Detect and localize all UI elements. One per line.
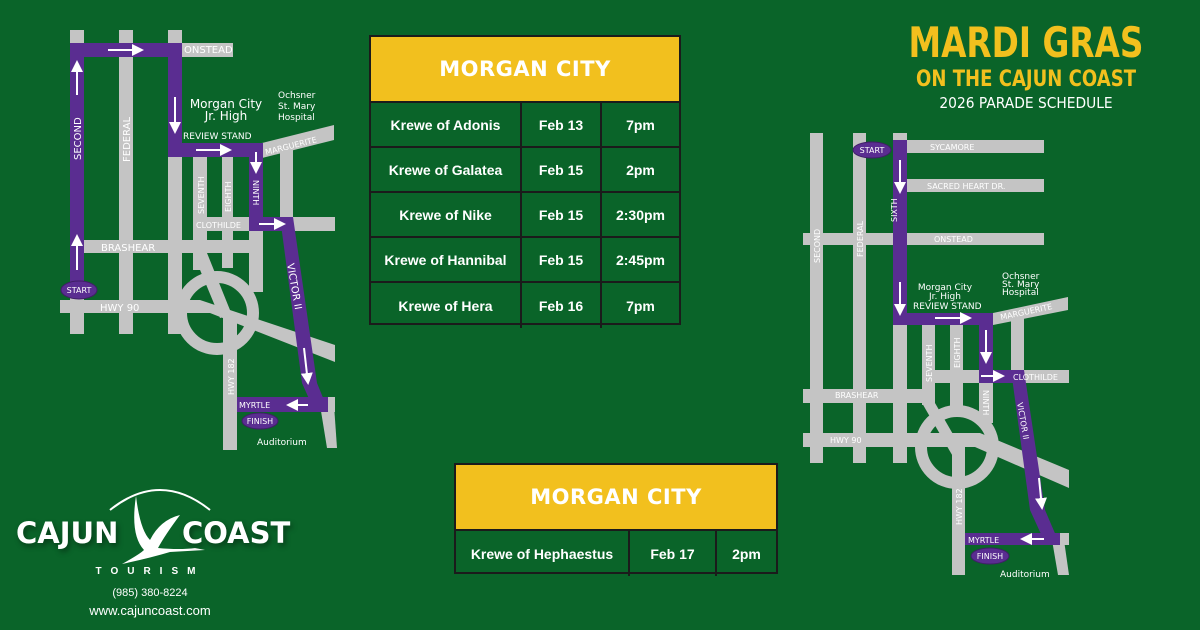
logo-tagline: TOURISM: [95, 566, 205, 577]
street-ninth: NINTH: [981, 390, 990, 415]
cell-krewe: Krewe of Hephaestus: [456, 531, 630, 576]
route-arrows: [894, 160, 1047, 545]
start-label: START: [67, 286, 92, 295]
table-body: Krewe of Adonis Feb 13 7pm Krewe of Galatea…: [371, 103, 679, 328]
street-seventh: SEVENTH: [197, 176, 206, 214]
heron-icon: [109, 489, 211, 564]
cell-krewe: Krewe of Hera: [371, 283, 522, 328]
cell-time: 2:30pm: [615, 206, 666, 223]
cell-date: Feb 16: [522, 283, 602, 328]
street-hwy182: HWY 182: [955, 488, 964, 525]
title-schedule: 2026 PARADE SCHEDULE: [939, 94, 1113, 112]
cell-date: Feb 13: [522, 103, 602, 146]
street-eighth: EIGHTH: [953, 337, 962, 368]
title-cajun-coast: ON THE CAJUN COAST: [915, 67, 1137, 92]
title-mardi-gras: MARDI GRAS: [908, 18, 1144, 67]
place-hospital-2: St. Mary: [1002, 280, 1040, 290]
parade-route: [893, 140, 1060, 545]
cell-time: 2pm: [732, 545, 761, 562]
table-row: Krewe of Galatea Feb 15 2pm: [371, 148, 679, 193]
place-hospital-3: Hospital: [278, 113, 315, 123]
finish-marker: [970, 547, 1010, 565]
street-myrtle: MYRTLE: [968, 536, 999, 545]
street-hwy90: HWY 90: [100, 303, 139, 314]
street-onstead: ONSTEAD: [184, 45, 233, 56]
street-marguerite: MARGUERITE: [1000, 302, 1054, 322]
table-body: Krewe of Hephaestus Feb 17 2pm: [456, 531, 776, 576]
review-stand: REVIEW STAND: [183, 132, 252, 142]
place-hospital: Ochsner: [1002, 272, 1040, 282]
table-row: Krewe of Nike Feb 15 2:30pm: [371, 193, 679, 238]
cell-time: 2pm: [626, 161, 655, 178]
cell-date: Feb 15: [522, 238, 602, 281]
street-ninth: NINTH: [251, 180, 260, 205]
schedule-table-2: MORGAN CITY Krewe of Hephaestus Feb 17 2pm: [454, 463, 778, 576]
cell-date: Feb 17: [630, 531, 717, 576]
cell-date: Feb 15: [522, 148, 602, 191]
street-sacred-heart: SACRED HEART DR.: [927, 182, 1005, 191]
street-second: SECOND: [813, 229, 822, 263]
cell-time: 7pm: [626, 297, 655, 314]
place-hospital-3: Hospital: [1002, 288, 1039, 298]
street-onstead: ONSTEAD: [934, 235, 973, 244]
street-second: SECOND: [73, 117, 84, 160]
cell-date: Feb 15: [522, 193, 602, 236]
start-marker: [60, 280, 98, 300]
logo-word-coast: COAST: [182, 516, 291, 550]
website-link[interactable]: www.cajuncoast.com: [89, 603, 211, 618]
start-marker: [852, 141, 892, 159]
cell-krewe: Krewe of Adonis: [371, 103, 522, 146]
table-row: Krewe of Hannibal Feb 15 2:45pm: [371, 238, 679, 283]
cell-krewe: Krewe of Galatea: [371, 148, 522, 191]
finish-label: FINISH: [247, 417, 273, 426]
finish-label: FINISH: [977, 552, 1003, 561]
table-row: Krewe of Hephaestus Feb 17 2pm: [456, 531, 776, 576]
street-eighth: EIGHTH: [224, 181, 233, 212]
street-brashear: BRASHEAR: [835, 391, 879, 400]
place-school-2: Jr. High: [204, 109, 248, 123]
table-heading: MORGAN CITY: [456, 465, 776, 531]
street-sycamore: SYCAMORE: [930, 143, 974, 152]
street-brashear: BRASHEAR: [101, 243, 155, 254]
cell-time: 7pm: [626, 116, 655, 133]
place-school: Morgan City: [190, 97, 262, 111]
street-seventh: SEVENTH: [925, 344, 934, 382]
place-hospital: Ochsner: [278, 91, 316, 101]
logo-word-cajun: CAJUN: [16, 516, 119, 550]
start-label: START: [860, 146, 885, 155]
street-clothilde: CLOTHILDE: [196, 221, 241, 230]
review-stand: REVIEW STAND: [913, 302, 982, 312]
place-auditorium: Auditorium: [1000, 570, 1050, 580]
schedule-table-1: MORGAN CITY Krewe of Adonis Feb 13 7pm Krew…: [369, 35, 681, 328]
place-school-2: Jr. High: [928, 292, 961, 302]
place-auditorium: Auditorium: [257, 438, 307, 448]
table-row: Krewe of Hera Feb 16 7pm: [371, 283, 679, 328]
phone-number: (985) 380-8224: [112, 587, 188, 599]
route-arrows: [71, 44, 313, 411]
street-myrtle: MYRTLE: [239, 401, 270, 410]
street-clothilde: CLOTHILDE: [1013, 373, 1058, 382]
street-sixth: SIXTH: [890, 198, 899, 222]
finish-marker: [241, 412, 279, 430]
cell-krewe: Krewe of Hannibal: [371, 238, 522, 281]
place-hospital-2: St. Mary: [278, 102, 316, 112]
map-left: ONSTEAD SECOND FEDERAL SEVENTH EIGHTH NI…: [60, 30, 337, 450]
street-federal: FEDERAL: [856, 220, 865, 257]
table-heading: MORGAN CITY: [371, 37, 679, 103]
cell-krewe: Krewe of Nike: [371, 193, 522, 236]
place-school: Morgan City: [918, 283, 973, 293]
street-hwy182: HWY 182: [227, 358, 236, 395]
map-right: SYCAMORE SACRED HEART DR. ONSTEAD SECOND…: [803, 133, 1069, 580]
roads: [803, 133, 1069, 575]
cell-time: 2:45pm: [615, 251, 666, 268]
street-federal: FEDERAL: [122, 117, 133, 162]
street-hwy90: HWY 90: [830, 436, 862, 445]
table-row: Krewe of Adonis Feb 13 7pm: [371, 103, 679, 148]
